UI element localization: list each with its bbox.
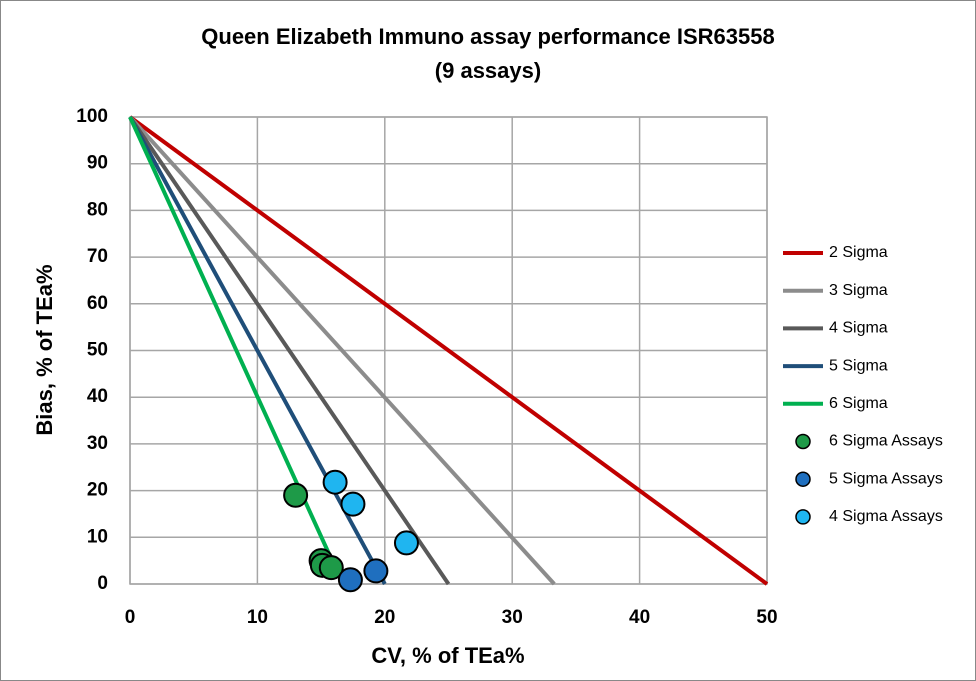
x-tick-label: 10 [247, 607, 268, 628]
x-axis-label: CV, % of TEa% [371, 643, 524, 668]
y-tick-label: 80 [87, 199, 108, 220]
sigma-line [128, 115, 556, 586]
x-tick-label: 30 [502, 607, 523, 628]
x-tick-label: 20 [374, 607, 395, 628]
assay-point [337, 567, 363, 593]
legend-marker [795, 509, 811, 525]
legend-label: 6 Sigma Assays [829, 433, 943, 450]
sigma-line [128, 115, 769, 586]
y-tick-label: 60 [87, 293, 108, 314]
y-axis-label: Bias, % of TEa% [32, 264, 57, 435]
assay-point [283, 482, 309, 508]
legend-label: 2 Sigma [829, 244, 888, 261]
y-tick-label: 0 [97, 573, 108, 594]
legend-label: 4 Sigma [829, 320, 888, 337]
assay-point [318, 555, 344, 581]
chart-subtitle: (9 assays) [435, 58, 541, 83]
legend-marker [795, 471, 811, 487]
y-tick-label: 100 [76, 106, 108, 127]
y-tick-label: 10 [87, 526, 108, 547]
y-tick-label: 40 [87, 386, 108, 407]
y-tick-label: 20 [87, 480, 108, 501]
chart-title: Queen Elizabeth Immuno assay performance… [201, 24, 774, 49]
y-tick-label: 30 [87, 433, 108, 454]
legend-label: 5 Sigma [829, 357, 888, 374]
legend-label: 4 Sigma Assays [829, 508, 943, 525]
assay-point [322, 469, 348, 495]
legend-label: 6 Sigma [829, 395, 888, 412]
legend-marker [795, 433, 811, 450]
assay-point [393, 530, 419, 556]
y-tick-label: 50 [87, 340, 108, 361]
y-tick-label: 70 [87, 246, 108, 267]
x-tick-label: 0 [125, 607, 136, 628]
x-tick-label: 50 [756, 607, 777, 628]
legend-label: 3 Sigma [829, 282, 888, 299]
y-tick-label: 90 [87, 153, 108, 174]
legend-label: 5 Sigma Assays [829, 470, 943, 487]
x-tick-label: 40 [629, 607, 650, 628]
sigma-line [128, 116, 345, 585]
assay-point [340, 491, 366, 517]
sigma-line [128, 115, 451, 586]
assay-point [363, 558, 389, 584]
